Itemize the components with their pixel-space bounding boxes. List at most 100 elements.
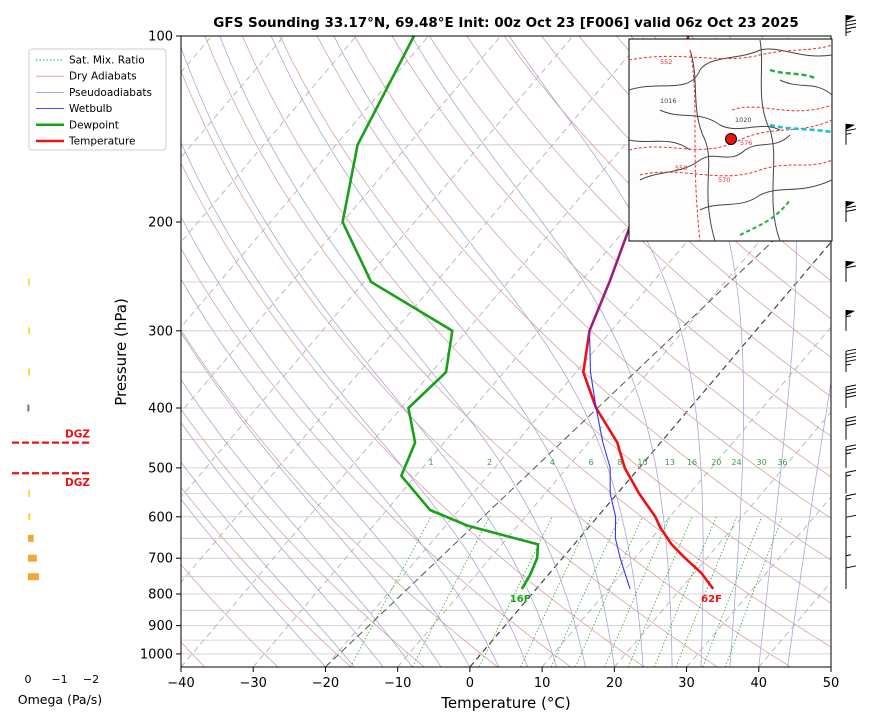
omega-bar bbox=[28, 554, 37, 562]
barb-flag bbox=[845, 384, 857, 388]
legend-label: Dry Adiabats bbox=[69, 71, 137, 83]
omega-tick-label: 0 bbox=[25, 673, 32, 686]
barb-flag bbox=[845, 26, 857, 30]
mixing-ratio-label: 2 bbox=[487, 458, 492, 467]
barb-flag bbox=[845, 209, 857, 212]
y-tick-label: 100 bbox=[148, 30, 173, 45]
dry-adiabat bbox=[354, 36, 831, 519]
dry-adiabat bbox=[316, 36, 831, 561]
x-tick-label: −20 bbox=[312, 676, 339, 691]
wind-barb bbox=[845, 535, 852, 559]
dry-adiabat bbox=[466, 36, 831, 398]
pseudoadiabat bbox=[181, 331, 442, 667]
y-tick-label: 800 bbox=[148, 588, 173, 603]
pseudoadiabat bbox=[181, 421, 384, 667]
dry-adiabat bbox=[181, 329, 498, 667]
wind-barb bbox=[845, 493, 857, 517]
y-tick-label: 700 bbox=[148, 552, 173, 567]
mixing-ratio-line bbox=[412, 516, 490, 667]
wind-barb bbox=[845, 15, 857, 36]
inset-map: 552 558 570 576 1016 1020 bbox=[628, 38, 833, 242]
surface-dewpoint-label: 16F bbox=[510, 594, 531, 605]
omega-bar bbox=[28, 513, 31, 521]
map-contour-label: 558 bbox=[675, 164, 687, 172]
wind-barb bbox=[845, 416, 857, 440]
y-tick-label: 200 bbox=[148, 216, 173, 231]
mixing-ratio-line bbox=[520, 516, 592, 667]
background-lines bbox=[181, 36, 831, 667]
mixing-ratio-label: 10 bbox=[637, 458, 647, 467]
omega-bar bbox=[28, 278, 30, 286]
y-tick-label: 500 bbox=[148, 461, 173, 476]
barb-flag bbox=[845, 19, 857, 23]
mixing-ratio-label: 36 bbox=[777, 458, 787, 467]
barb-flag bbox=[845, 391, 857, 395]
omega-axis-label: Omega (Pa/s) bbox=[18, 692, 102, 707]
pseudoadiabat bbox=[411, 36, 673, 667]
mixing-ratio-line bbox=[550, 516, 621, 667]
dgz-label: DGZ bbox=[65, 429, 90, 441]
isotherm-line bbox=[541, 326, 831, 667]
omega-tick-label: −2 bbox=[83, 673, 99, 686]
legend-label: Pseudoadiabats bbox=[69, 87, 152, 99]
mixing-ratio-label: 4 bbox=[550, 458, 555, 467]
omega-bar bbox=[28, 489, 30, 497]
map-border bbox=[759, 39, 781, 241]
barb-flag bbox=[845, 128, 857, 132]
pseudoadiabat bbox=[270, 36, 615, 667]
x-tick-label: 40 bbox=[751, 676, 768, 691]
map-border bbox=[659, 109, 781, 131]
mixing-ratio-line bbox=[724, 516, 783, 667]
barb-half bbox=[845, 554, 852, 557]
wind-barbs bbox=[845, 15, 857, 589]
barb-flag bbox=[845, 23, 857, 26]
dry-adiabat bbox=[503, 36, 831, 358]
reference-line bbox=[325, 239, 775, 667]
map-height-contour bbox=[639, 159, 832, 177]
legend-label: Wetbulb bbox=[69, 103, 113, 115]
barb-pennant bbox=[846, 123, 855, 130]
dewpoint-line bbox=[341, 36, 540, 590]
mixing-ratio-label: 6 bbox=[589, 458, 594, 467]
dry-adiabat bbox=[181, 486, 352, 667]
sounding-location-marker bbox=[725, 133, 737, 145]
map-contour-label: 1020 bbox=[735, 116, 752, 124]
omega-bar bbox=[28, 573, 40, 581]
x-axis-label: Temperature (°C) bbox=[440, 694, 570, 712]
x-tick-label: 10 bbox=[534, 676, 551, 691]
barb-half bbox=[845, 363, 852, 366]
mixing-ratio-label: 20 bbox=[711, 458, 721, 467]
mixing-ratio-line bbox=[478, 516, 553, 667]
pseudoadiabat bbox=[508, 36, 704, 667]
barb-flag bbox=[845, 416, 857, 420]
wind-barb bbox=[845, 514, 857, 539]
dry-adiabat bbox=[181, 70, 718, 667]
dry-adiabat bbox=[541, 36, 831, 320]
x-tick-label: 50 bbox=[823, 676, 840, 691]
isotherm-line bbox=[469, 241, 831, 667]
legend-label: Dewpoint bbox=[69, 119, 119, 131]
isotherm-line bbox=[181, 36, 646, 583]
map-height-contour bbox=[731, 104, 832, 112]
x-tick-label: 0 bbox=[466, 676, 474, 691]
y-tick-label: 400 bbox=[148, 402, 173, 417]
barb-flag bbox=[845, 265, 857, 269]
x-tick-label: −30 bbox=[240, 676, 267, 691]
barb-half bbox=[845, 474, 852, 477]
wind-barb bbox=[845, 123, 857, 145]
wind-barb bbox=[845, 444, 857, 468]
pseudoadiabat bbox=[181, 216, 500, 667]
barb-flag bbox=[845, 565, 857, 569]
x-tick-label: −10 bbox=[384, 676, 411, 691]
map-jet-green bbox=[769, 68, 816, 80]
omega-panel: DGZ DGZ 0 −1 −2 Omega (Pa/s) bbox=[12, 278, 102, 707]
y-tick-label: 1000 bbox=[140, 647, 173, 662]
barb-half bbox=[845, 497, 852, 500]
omega-bar bbox=[28, 327, 30, 335]
mixing-ratio-label: 30 bbox=[757, 458, 767, 467]
inset-map-content: 552 558 570 576 1016 1020 bbox=[629, 39, 832, 241]
omega-tick-label: −1 bbox=[51, 673, 67, 686]
